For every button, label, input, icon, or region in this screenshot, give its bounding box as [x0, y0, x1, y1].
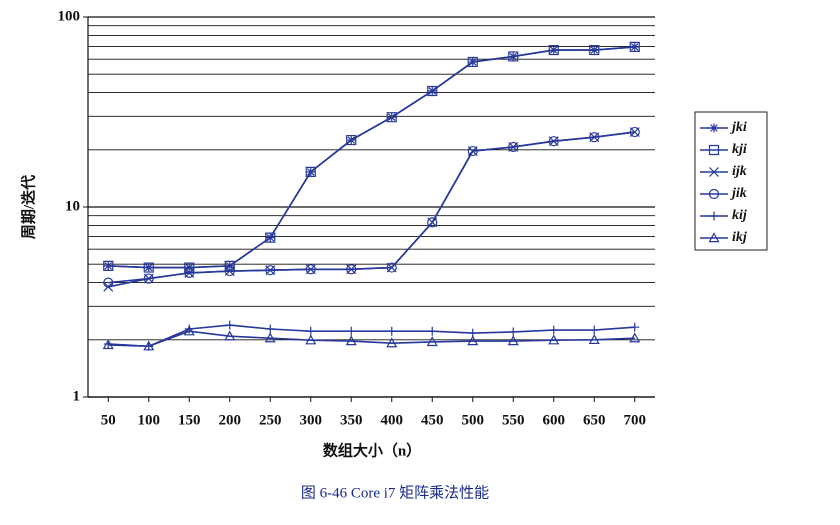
marker	[589, 325, 599, 335]
x-tick-label: 600	[543, 412, 566, 428]
marker	[508, 327, 518, 337]
legend-label: kij	[732, 208, 747, 223]
marker	[548, 44, 559, 56]
marker	[305, 334, 317, 345]
legend-label: jik	[730, 186, 747, 201]
marker	[467, 145, 478, 157]
marker	[346, 326, 356, 336]
marker	[345, 335, 357, 346]
series-line	[108, 46, 635, 269]
marker	[184, 267, 195, 278]
marker	[346, 264, 357, 275]
x-tick-label: 450	[421, 412, 444, 428]
marker	[427, 85, 438, 97]
marker	[548, 334, 560, 345]
legend-marker	[708, 232, 720, 243]
legend-marker	[708, 188, 720, 200]
x-tick-label: 700	[624, 412, 647, 428]
x-tick-label: 300	[300, 412, 323, 428]
x-tick-label: 250	[259, 412, 282, 428]
marker	[183, 325, 195, 336]
x-tick-label: 350	[340, 412, 363, 428]
y-tick-label: 1	[73, 388, 81, 404]
marker	[548, 136, 559, 147]
marker	[143, 273, 154, 284]
marker	[225, 320, 235, 330]
marker	[103, 277, 114, 288]
legend-label: kji	[732, 142, 747, 157]
marker	[630, 42, 640, 52]
marker	[224, 330, 236, 341]
legend-label: ikj	[732, 230, 747, 245]
x-tick-label: 550	[502, 412, 525, 428]
y-tick-label: 10	[65, 198, 80, 214]
legend-label: jki	[730, 120, 747, 135]
y-axis-title: 周期/迭代	[19, 175, 37, 239]
series-line	[108, 324, 635, 348]
marker	[588, 334, 600, 345]
marker	[265, 232, 276, 243]
marker	[508, 141, 519, 153]
x-tick-label: 50	[101, 412, 116, 428]
x-tick-label: 100	[138, 412, 161, 428]
marker	[508, 51, 519, 62]
marker	[306, 326, 316, 336]
marker	[386, 112, 397, 123]
x-axis-title: 数组大小（n）	[323, 441, 421, 459]
marker	[630, 322, 640, 332]
series-line	[108, 330, 635, 348]
marker	[265, 324, 275, 334]
marker	[305, 166, 316, 178]
marker	[589, 44, 600, 56]
marker	[426, 336, 438, 347]
marker	[265, 265, 276, 276]
marker	[629, 126, 640, 138]
legend-marker	[709, 167, 719, 177]
x-tick-label: 400	[381, 412, 404, 428]
marker	[629, 332, 641, 343]
marker	[387, 326, 397, 336]
marker	[346, 134, 357, 146]
marker	[264, 332, 276, 343]
x-tick-label: 500	[462, 412, 485, 428]
legend-marker	[709, 211, 719, 221]
marker	[629, 41, 640, 53]
marker	[143, 340, 155, 351]
marker	[386, 337, 398, 348]
legend-box	[694, 111, 768, 251]
x-tick-label: 200	[219, 412, 242, 428]
marker	[224, 265, 235, 277]
caption: 图 6-46 Core i7 矩阵乘法性能	[301, 484, 489, 501]
marker	[305, 264, 316, 275]
marker	[589, 132, 600, 143]
marker	[427, 326, 437, 336]
marker	[427, 217, 438, 228]
marker	[467, 335, 479, 346]
legend-marker	[708, 144, 720, 156]
marker	[467, 56, 478, 68]
x-tick-label: 650	[583, 412, 606, 428]
legend-marker	[709, 123, 719, 133]
legend-label: ijk	[732, 164, 747, 179]
marker	[103, 260, 114, 271]
marker	[143, 262, 154, 273]
marker	[549, 325, 559, 335]
marker	[507, 335, 519, 346]
series-line	[108, 46, 635, 269]
marker	[386, 262, 397, 273]
y-tick-label: 100	[58, 8, 81, 24]
x-tick-label: 150	[178, 412, 201, 428]
series-line	[108, 131, 635, 284]
marker	[102, 339, 114, 350]
